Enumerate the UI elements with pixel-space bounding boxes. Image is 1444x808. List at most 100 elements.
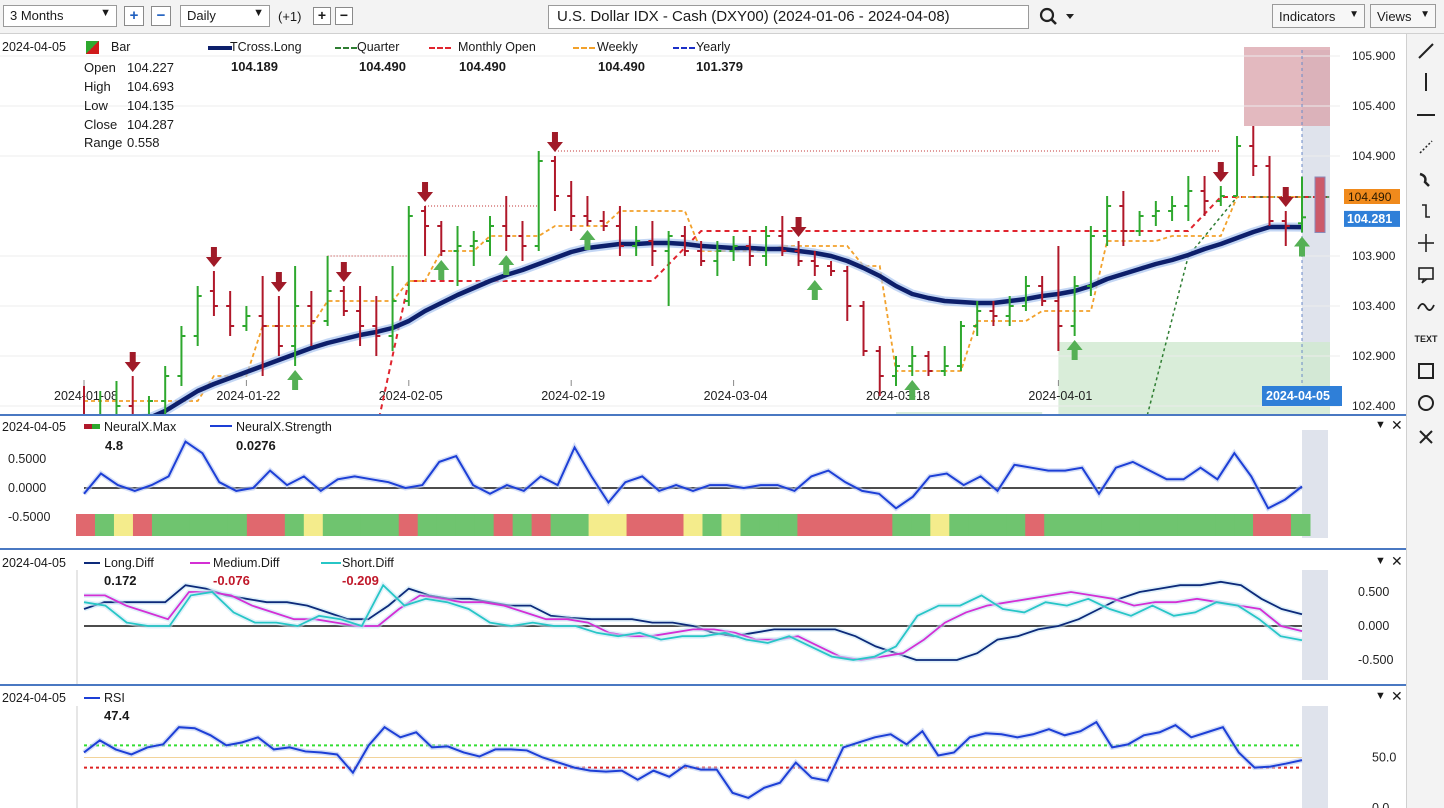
neural-state-cell xyxy=(1082,514,1102,536)
diff-chart[interactable]: 0.500 0.000 -0.500 xyxy=(0,550,1406,684)
neuralx-panel[interactable]: 0.5000 0.0000 -0.5000 2024-04-05 NeuralX.M… xyxy=(0,416,1406,548)
chevron-down-icon[interactable]: ▼ xyxy=(1375,690,1386,702)
neural-state-cell xyxy=(1215,514,1235,536)
toolbar: 3 Months ▼ + − Daily ▼ (+1) + − U.S. Dol… xyxy=(0,0,1444,34)
fib-tool-button[interactable] xyxy=(1413,198,1439,224)
period-select[interactable]: 3 Months ▼ xyxy=(3,5,117,27)
zoom-in-button[interactable]: + xyxy=(124,6,144,26)
horizontal-line-button[interactable] xyxy=(1413,102,1439,128)
long-diff-value: 0.172 xyxy=(104,573,137,588)
buy-signal-arrow xyxy=(1294,236,1310,257)
future-zone xyxy=(1302,570,1328,680)
neural-state-cell xyxy=(797,514,817,536)
buy-signal-arrow xyxy=(287,370,304,390)
x-tick-label: 2024-02-05 xyxy=(379,389,443,403)
close-icon[interactable]: ✕ xyxy=(1391,417,1403,433)
low-label: Low xyxy=(84,98,108,113)
neuralx-chart[interactable]: 0.5000 0.0000 -0.5000 xyxy=(0,416,1406,548)
neural-strength-line xyxy=(83,440,1303,510)
medium-diff-value: -0.076 xyxy=(213,573,250,588)
symbol-title-field[interactable]: U.S. Dollar IDX - Cash (DXY00) (2024-01-… xyxy=(548,5,1029,29)
y-tick-label: 0.000 xyxy=(1358,619,1389,633)
zoom-out-button[interactable]: − xyxy=(151,6,171,26)
neural-state-cell xyxy=(1291,514,1311,536)
neural-state-cell xyxy=(778,514,798,536)
neural-state-cell xyxy=(531,514,552,536)
chevron-down-icon: ▼ xyxy=(100,7,111,19)
neural-state-cell xyxy=(94,514,115,536)
neural-state-cell xyxy=(1044,514,1064,536)
interval-select[interactable]: Daily ▼ xyxy=(180,5,270,27)
horizontal-line-icon xyxy=(1417,114,1435,116)
rsi-panel[interactable]: 50.0 0.0 2024-04-05 RSI 47.4 ▼ ✕ xyxy=(0,686,1406,808)
plus-icon: + xyxy=(317,7,327,23)
x-tick-label: 2024-03-18 xyxy=(866,389,930,403)
neural-max-name: NeuralX.Max xyxy=(104,420,177,434)
y-tick-label: 102.400 xyxy=(1352,399,1396,413)
neural-state-cell xyxy=(854,514,874,536)
close-icon[interactable]: ✕ xyxy=(1391,688,1403,704)
neural-state-cell xyxy=(607,514,628,536)
diff-panel[interactable]: 0.500 0.000 -0.500 2024-04-05 Long.Diff 0.… xyxy=(0,550,1406,684)
rsi-swatch xyxy=(84,697,100,699)
crosshair-tool-button[interactable] xyxy=(1413,230,1439,256)
chevron-down-icon: ▼ xyxy=(1420,9,1430,20)
weekly-legend-value: 104.490 xyxy=(598,59,645,74)
monthly-legend-name: Monthly Open xyxy=(458,40,536,54)
neural-state-cell xyxy=(341,514,362,536)
sell-signal-arrow xyxy=(790,217,807,237)
vertical-line-icon xyxy=(1425,73,1427,91)
neural-state-cell xyxy=(170,514,191,536)
views-label: Views xyxy=(1377,9,1412,24)
ray-tool-button[interactable] xyxy=(1413,134,1439,160)
close-icon[interactable]: ✕ xyxy=(1391,553,1403,569)
quarter-legend-swatch xyxy=(335,47,357,49)
panel-divider[interactable] xyxy=(0,684,1406,686)
neural-state-cell xyxy=(550,514,571,536)
views-button[interactable]: Views ▼ xyxy=(1370,4,1436,28)
neural-state-cell xyxy=(1253,514,1273,536)
y-tick-label: -0.5000 xyxy=(8,510,50,524)
panel-divider[interactable] xyxy=(0,414,1406,416)
comment-tool-button[interactable] xyxy=(1413,262,1439,288)
y-tick-label: 50.0 xyxy=(1372,751,1396,765)
chevron-down-icon[interactable]: ▼ xyxy=(1375,419,1386,431)
close-label: Close xyxy=(84,117,118,132)
high-label: High xyxy=(84,79,111,94)
vertical-line-button[interactable] xyxy=(1413,69,1439,95)
close-button[interactable] xyxy=(1413,424,1439,450)
rsi-chart[interactable]: 50.0 0.0 xyxy=(0,686,1406,808)
search-button[interactable] xyxy=(1036,5,1080,29)
ellipse-tool-button[interactable] xyxy=(1413,390,1439,416)
price-panel[interactable]: 105.900 105.400 104.900 103.900 103.400 102.9… xyxy=(0,34,1406,563)
curve-tool-button[interactable] xyxy=(1413,294,1439,320)
indicators-button[interactable]: Indicators ▼ xyxy=(1272,4,1365,28)
open-label: Open xyxy=(84,60,116,75)
add-offset-button[interactable]: + xyxy=(313,7,331,25)
y-tick-label: 0.5000 xyxy=(8,452,46,466)
neural-state-cell xyxy=(683,514,703,536)
neural-state-cell xyxy=(626,514,647,536)
rsi-value: 47.4 xyxy=(104,708,130,723)
panel-divider[interactable] xyxy=(0,548,1406,550)
sell-signal-arrow xyxy=(417,182,434,202)
price-chart[interactable]: 105.900 105.400 104.900 103.900 103.400 102.9… xyxy=(0,34,1406,563)
minus-icon: − xyxy=(339,7,349,23)
neural-state-cell xyxy=(132,514,153,536)
text-tool-button[interactable]: TEXT xyxy=(1413,326,1439,352)
remove-offset-button[interactable]: − xyxy=(335,7,353,25)
long-diff-line xyxy=(83,580,1303,661)
rectangle-tool-button[interactable] xyxy=(1413,358,1439,384)
chevron-down-icon[interactable]: ▼ xyxy=(1375,555,1386,567)
buy-signal-arrow xyxy=(806,280,823,300)
yearly-legend-swatch xyxy=(673,47,695,49)
drawing-tools-panel: TEXT xyxy=(1406,34,1444,808)
sell-signal-arrow xyxy=(205,247,222,267)
long-diff-name: Long.Diff xyxy=(104,556,154,570)
line-tool-button[interactable] xyxy=(1413,38,1439,64)
resistance-zone xyxy=(1244,47,1330,126)
brush-tool-button[interactable] xyxy=(1413,166,1439,192)
neural-strength-name: NeuralX.Strength xyxy=(236,420,332,434)
buy-signal-arrow xyxy=(1066,340,1083,360)
x-tick-label: 2024-01-22 xyxy=(216,389,280,403)
